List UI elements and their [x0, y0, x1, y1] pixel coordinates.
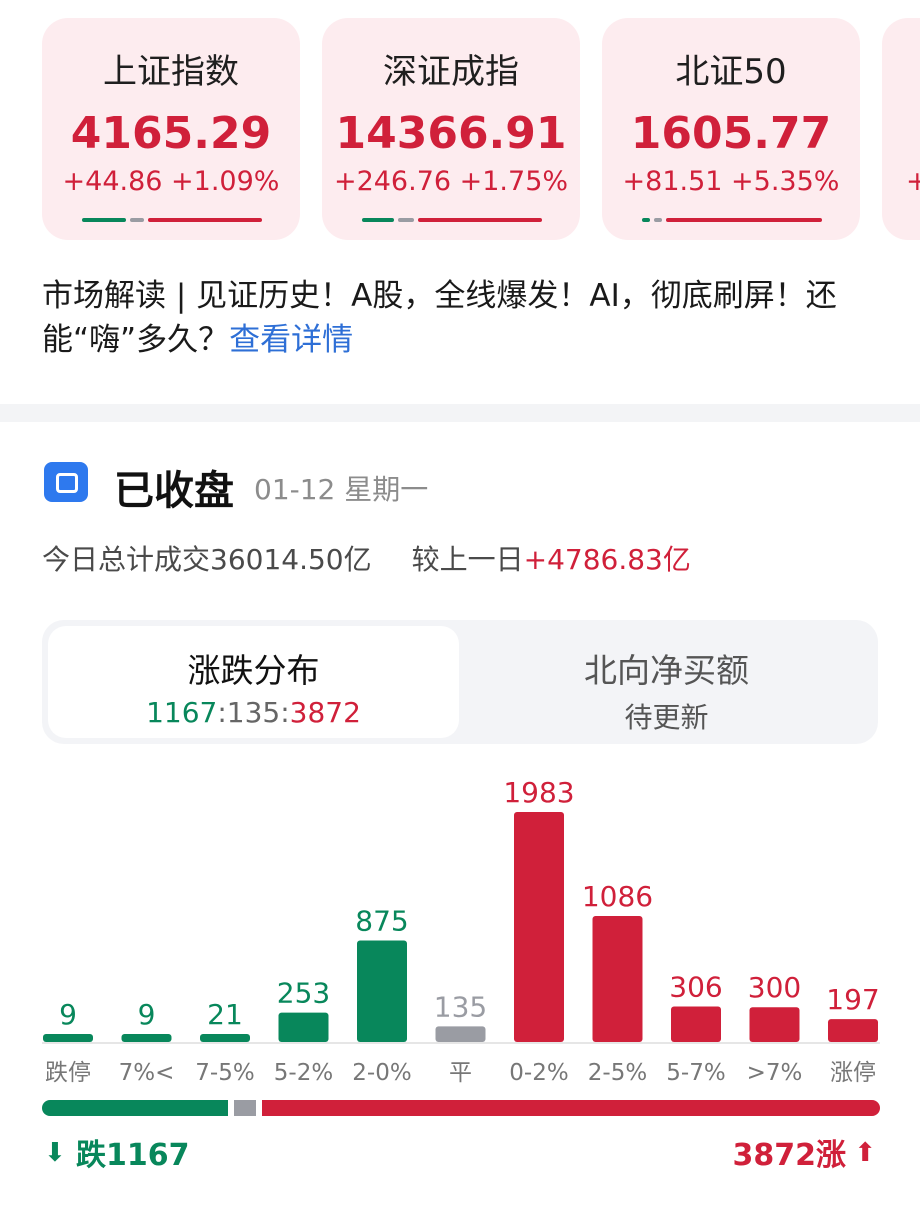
- index-name: 上证指数: [103, 52, 239, 92]
- index-card-bse50[interactable]: 北证50 1605.77 +81.51 +5.35%: [602, 18, 860, 240]
- index-name: 北证50: [675, 52, 787, 92]
- breadth-flat-segment: [130, 218, 144, 222]
- news-headline[interactable]: 市场解读 | 见证历史！A股，全线爆发！AI，彻底刷屏！还能“嗨”多久？: [42, 278, 837, 358]
- bar-value-label-10: 197: [826, 983, 879, 1016]
- index-card-szse[interactable]: 深证成指 14366.91 +246.76 +1.75%: [322, 18, 580, 240]
- index-change: +246.76 +1.75%: [333, 166, 569, 197]
- bar-5: [435, 1026, 486, 1042]
- category-label-10: 涨停: [830, 1060, 876, 1086]
- breadth-flat-segment: [398, 218, 414, 222]
- bar-8: [671, 1006, 721, 1042]
- category-label-6: 0-2%: [509, 1060, 568, 1086]
- breadth-flat-segment: [654, 218, 662, 222]
- news-detail-link[interactable]: 查看详情: [229, 322, 354, 358]
- category-label-5: 平: [449, 1060, 472, 1086]
- index-breadth-bar: [642, 218, 822, 222]
- breadth-up-segment: [148, 218, 262, 222]
- tab-distribution[interactable]: 涨跌分布 1167:135:3872: [48, 626, 459, 738]
- advancers-count: 3872涨: [732, 1138, 847, 1173]
- tab-northbound[interactable]: 北向净买额 待更新: [461, 626, 872, 738]
- category-label-2: 7-5%: [195, 1060, 254, 1086]
- ratio-up: 3872: [289, 696, 361, 729]
- section-divider: [0, 404, 920, 422]
- arrow-up-icon: ⬆: [854, 1138, 876, 1168]
- category-label-3: 5-2%: [274, 1060, 333, 1086]
- ratio-flat: 135: [226, 696, 281, 729]
- bar-value-label-2: 21: [207, 998, 243, 1031]
- bar-1: [121, 1034, 172, 1042]
- index-breadth-bar: [82, 218, 262, 222]
- arrow-down-icon: ⬇: [44, 1138, 66, 1168]
- category-label-0: 跌停: [45, 1060, 91, 1086]
- breadth-down-segment: [82, 218, 126, 222]
- index-cards: 上证指数 4165.29 +44.86 +1.09% 深证成指 14366.91…: [0, 18, 920, 242]
- ratio-sep: :: [217, 696, 227, 729]
- breadth-tabs: 涨跌分布 1167:135:3872 北向净买额 待更新: [42, 620, 878, 744]
- bar-10: [828, 1019, 878, 1042]
- category-label-8: 5-7%: [666, 1060, 725, 1086]
- tab-distribution-ratio: 1167:135:3872: [48, 696, 459, 729]
- market-news[interactable]: 市场解读 | 见证历史！A股，全线爆发！AI，彻底刷屏！还能“嗨”多久？查看详情: [42, 274, 872, 362]
- summary-down-segment: [42, 1100, 229, 1116]
- index-card-partial[interactable]: +: [882, 18, 920, 240]
- index-value: 4165.29: [70, 108, 272, 159]
- distribution-chart: 9 跌停 9 7%< 21 7-5% 253 5-2% 875 2-0% 135 平 1983 0-2% 1…: [42, 776, 880, 1086]
- bar-value-label-4: 875: [355, 905, 408, 938]
- index-name: 深证成指: [383, 52, 519, 92]
- breadth-up-segment: [418, 218, 542, 222]
- tab-northbound-status: 待更新: [624, 701, 709, 734]
- turnover-total: 今日总计成交36014.50亿: [42, 543, 372, 576]
- bar-value-label-5: 135: [434, 990, 487, 1023]
- index-value: 14366.91: [335, 108, 567, 159]
- bar-value-label-6: 1983: [503, 776, 574, 809]
- bar-value-label-3: 253: [277, 977, 330, 1010]
- tab-distribution-title: 涨跌分布: [187, 651, 320, 690]
- market-status-title: 已收盘: [114, 468, 234, 514]
- summary-up-segment: [261, 1100, 880, 1116]
- index-change: +81.51 +5.35%: [622, 166, 840, 197]
- bar-2: [200, 1034, 250, 1042]
- category-label-7: 2-5%: [588, 1060, 647, 1086]
- bar-value-label-8: 306: [669, 971, 722, 1004]
- turnover-compare-value: +4786.83亿: [523, 543, 691, 576]
- turnover-summary: 今日总计成交36014.50亿 较上一日+4786.83亿: [42, 538, 691, 578]
- bar-value-label-0: 9: [59, 998, 77, 1031]
- breadth-down-segment: [362, 218, 394, 222]
- ratio-sep: :: [280, 696, 290, 729]
- bar-4: [357, 940, 407, 1042]
- category-label-9: >7%: [747, 1060, 803, 1086]
- turnover-compare-label: 较上一日: [411, 543, 524, 576]
- bar-7: [592, 916, 643, 1042]
- summary-flat-segment: [234, 1100, 256, 1116]
- market-closed-icon: [44, 462, 88, 502]
- bar-3: [278, 1012, 329, 1042]
- index-value: 1605.77: [630, 108, 832, 159]
- index-card-sse[interactable]: 上证指数 4165.29 +44.86 +1.09%: [42, 18, 300, 240]
- bar-value-label-1: 9: [138, 998, 156, 1031]
- bar-value-label-9: 300: [748, 971, 801, 1004]
- tab-northbound-title: 北向净买额: [584, 651, 749, 690]
- index-change: +44.86 +1.09%: [62, 166, 280, 197]
- index-change: +: [906, 166, 920, 197]
- category-label-1: 7%<: [119, 1060, 175, 1086]
- decliners-count: 跌1167: [76, 1138, 190, 1173]
- breadth-down-segment: [642, 218, 650, 222]
- market-status-date: 01-12 星期一: [254, 473, 429, 506]
- breadth-summary-bar: [42, 1100, 880, 1116]
- bar-0: [43, 1034, 93, 1042]
- breadth-up-segment: [666, 218, 822, 222]
- ratio-down: 1167: [146, 696, 218, 729]
- bar-9: [749, 1007, 800, 1042]
- index-breadth-bar: [362, 218, 542, 222]
- bar-6: [514, 812, 564, 1042]
- bar-value-label-7: 1086: [582, 880, 653, 913]
- category-label-4: 2-0%: [352, 1060, 411, 1086]
